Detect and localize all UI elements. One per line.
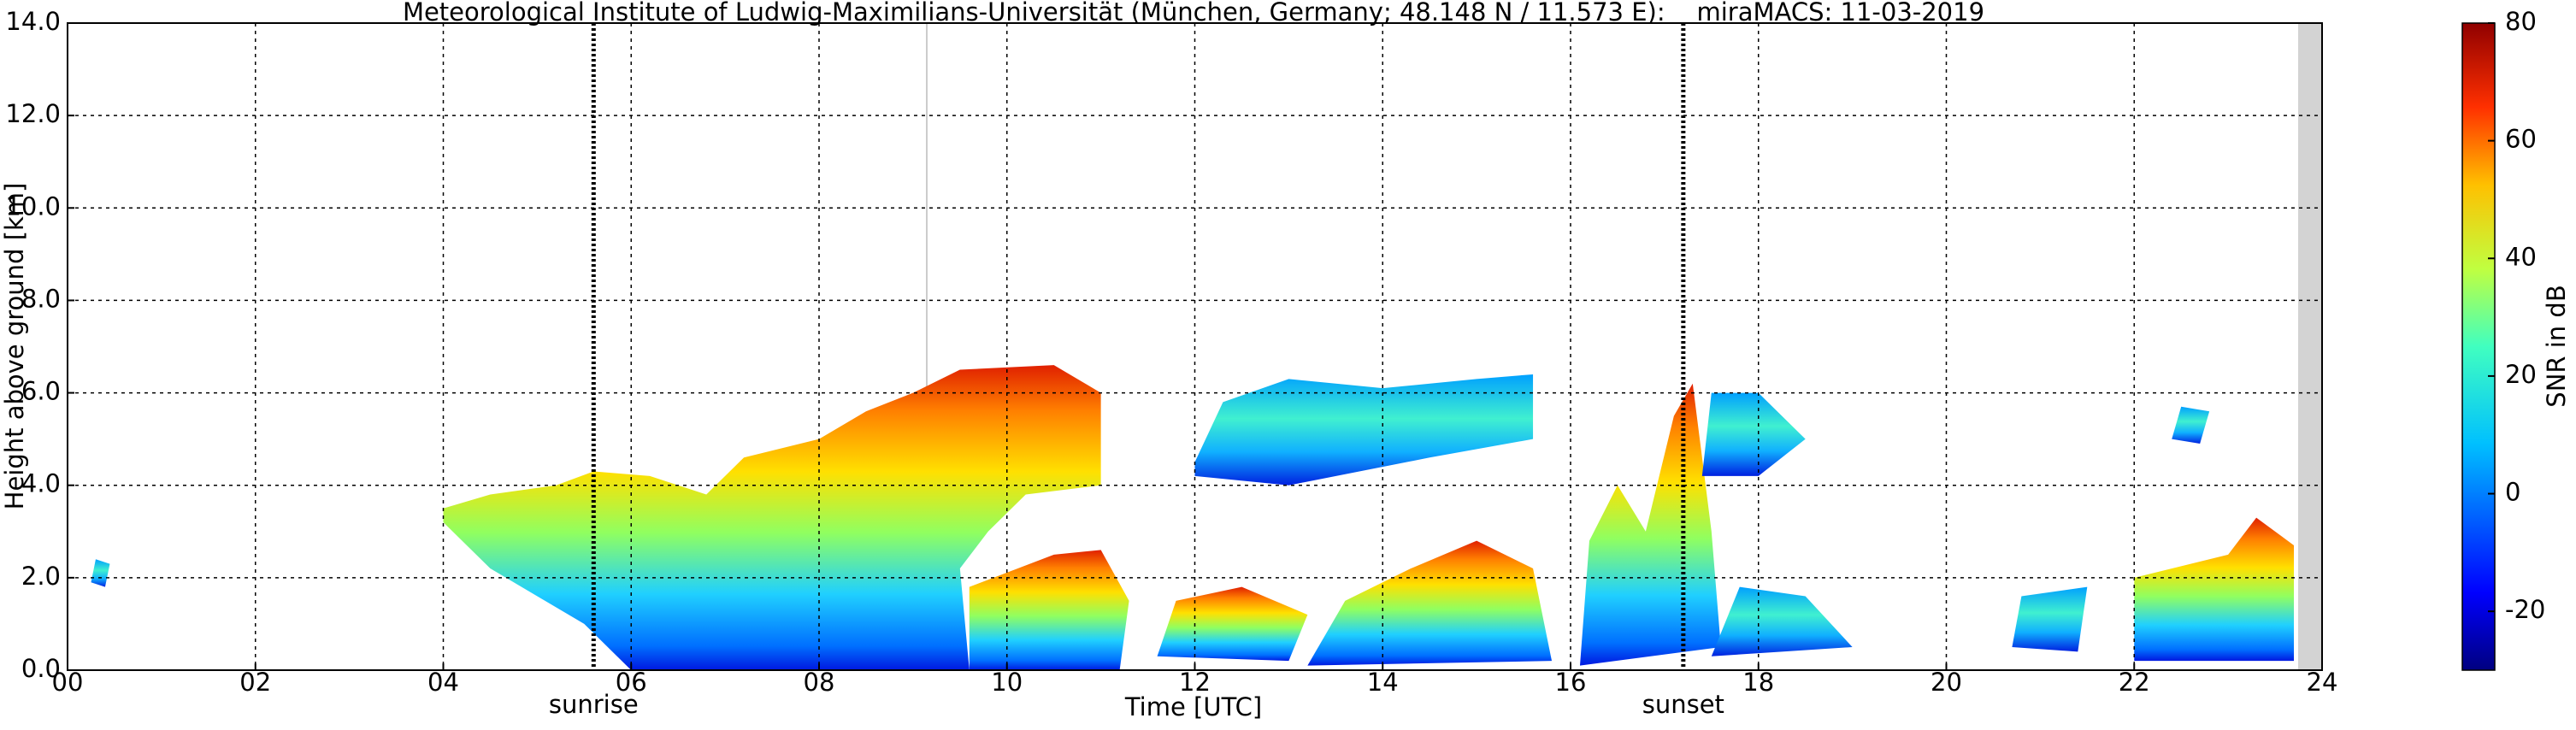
x-tick-label: 24 — [2307, 668, 2338, 697]
chart-title: Meteorological Institute of Ludwig-Maxim… — [403, 0, 1984, 26]
no-data-strip — [2298, 23, 2322, 670]
colorbar-label: SNR in dB — [2542, 285, 2571, 407]
annotation-label: sunset — [1642, 690, 1724, 719]
annotation-label: sunrise — [549, 690, 639, 719]
radar-echo — [91, 365, 2295, 670]
y-tick-label: 0.0 — [21, 654, 61, 683]
colorbar-tick-label: -20 — [2505, 595, 2545, 624]
colorbar-tick-label: 60 — [2505, 125, 2537, 154]
y-tick-label: 14.0 — [5, 7, 61, 36]
x-tick-label: 18 — [1742, 668, 1774, 697]
y-tick-label: 4.0 — [21, 469, 61, 498]
y-tick-label: 8.0 — [21, 284, 61, 313]
x-tick-label: 08 — [804, 668, 835, 697]
x-tick-label: 14 — [1367, 668, 1399, 697]
x-axis-label: Time [UTC] — [1124, 692, 1262, 721]
colorbar-tick-label: 80 — [2505, 7, 2537, 36]
x-tick-label: 06 — [616, 668, 647, 697]
colorbar-tick-label: 40 — [2505, 242, 2537, 271]
x-tick-label: 22 — [2119, 668, 2150, 697]
y-tick-label: 12.0 — [5, 99, 61, 128]
y-tick-label: 6.0 — [21, 377, 61, 406]
colorbar-tick-label: 20 — [2505, 360, 2537, 389]
x-tick-label: 00 — [52, 668, 84, 697]
colorbar-tick-label: 0 — [2505, 478, 2520, 507]
x-tick-label: 10 — [991, 668, 1023, 697]
x-tick-label: 04 — [427, 668, 459, 697]
x-tick-label: 20 — [1931, 668, 1962, 697]
y-tick-label: 10.0 — [5, 191, 61, 221]
x-tick-label: 12 — [1179, 668, 1211, 697]
x-tick-label: 16 — [1555, 668, 1587, 697]
x-tick-label: 02 — [239, 668, 271, 697]
colorbar — [2461, 22, 2496, 671]
y-tick-label: 2.0 — [21, 562, 61, 591]
y-axis-label: Height above ground [km] — [0, 183, 29, 510]
